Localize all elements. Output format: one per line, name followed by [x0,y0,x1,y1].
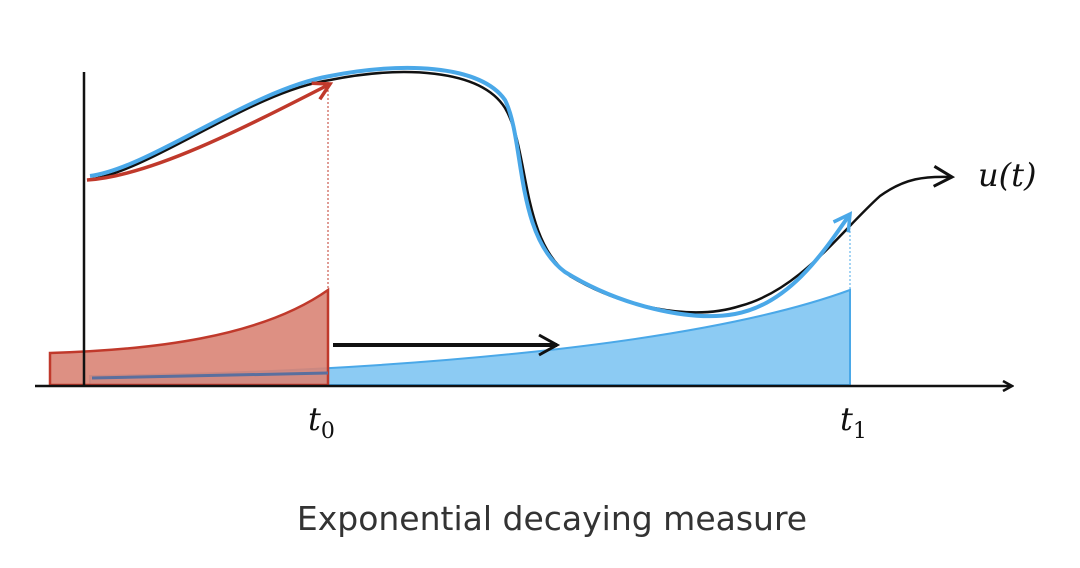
approx-curve [89,65,853,318]
time-symbol: t [840,400,853,438]
curve-label: u(t) [978,156,1036,194]
time-subscript: 1 [853,419,867,444]
time-label: t1 [840,400,867,444]
time-subscript: 0 [321,419,335,444]
time-label: t0 [308,400,335,444]
caption: Exponential decaying measure [297,499,807,538]
overlap-line [91,371,329,380]
signal-curve [86,70,956,314]
red-measure [48,287,330,387]
local-approx-curve [86,81,334,182]
time-symbol: t [308,400,321,438]
